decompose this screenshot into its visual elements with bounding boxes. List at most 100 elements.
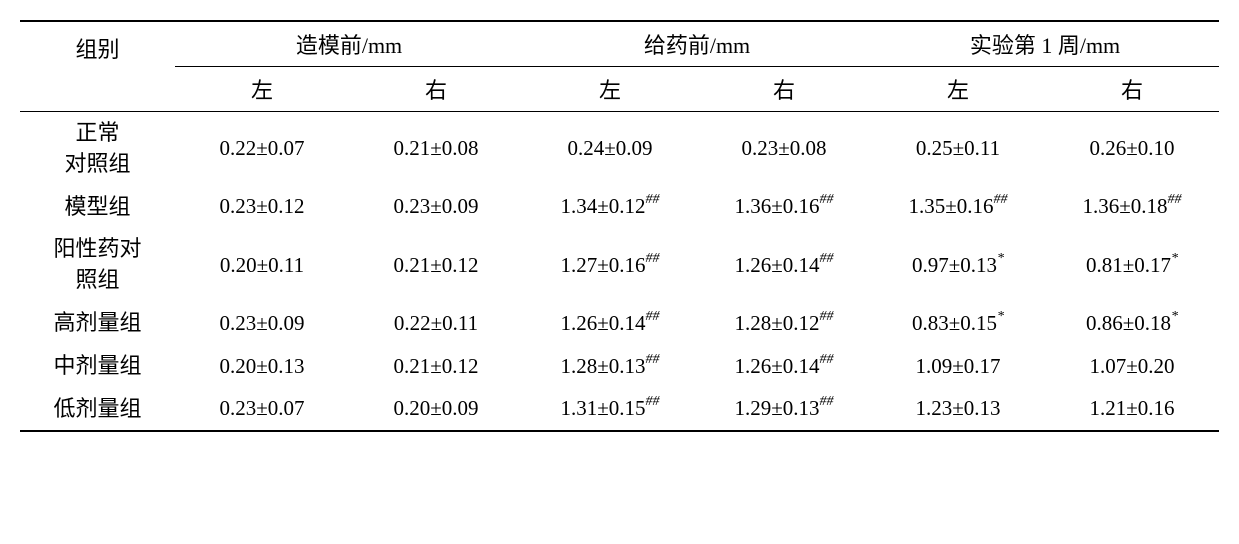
cell-value: 1.36±0.18 — [1082, 194, 1167, 218]
table-row: 高剂量组0.23±0.090.22±0.111.26±0.14##1.28±0.… — [20, 302, 1219, 345]
group-label: 中剂量组 — [20, 345, 175, 388]
cell-value: 0.21±0.12 — [393, 253, 478, 277]
cell-value: 1.09±0.17 — [915, 354, 1000, 378]
cell-value: 1.23±0.13 — [915, 396, 1000, 420]
cell-value: 1.26±0.14 — [560, 311, 645, 335]
data-table: 组别 造模前/mm 给药前/mm 实验第 1 周/mm 左 右 左 右 左 右 … — [20, 20, 1219, 432]
data-cell: 0.23±0.09 — [175, 302, 349, 345]
cell-superscript: ## — [646, 352, 660, 367]
header-period-1: 给药前/mm — [523, 21, 871, 67]
cell-superscript: * — [997, 309, 1004, 324]
data-cell: 1.36±0.18## — [1045, 186, 1219, 229]
cell-value: 1.26±0.14 — [734, 354, 819, 378]
table-header: 组别 造模前/mm 给药前/mm 实验第 1 周/mm 左 右 左 右 左 右 — [20, 21, 1219, 112]
cell-value: 1.21±0.16 — [1089, 396, 1174, 420]
cell-value: 1.26±0.14 — [734, 253, 819, 277]
header-right-0: 右 — [349, 67, 523, 112]
table-row: 模型组0.23±0.120.23±0.091.34±0.12##1.36±0.1… — [20, 186, 1219, 229]
data-cell: 1.34±0.12## — [523, 186, 697, 229]
data-cell: 1.29±0.13## — [697, 388, 871, 432]
cell-superscript: ## — [646, 251, 660, 266]
cell-value: 0.22±0.07 — [219, 136, 304, 160]
data-cell: 0.23±0.07 — [175, 388, 349, 432]
data-cell: 0.23±0.09 — [349, 186, 523, 229]
data-cell: 0.21±0.08 — [349, 112, 523, 186]
cell-value: 0.21±0.12 — [393, 354, 478, 378]
cell-value: 0.21±0.08 — [393, 136, 478, 160]
data-cell: 0.20±0.13 — [175, 345, 349, 388]
data-cell: 1.28±0.12## — [697, 302, 871, 345]
cell-superscript: ## — [820, 309, 834, 324]
cell-value: 0.25±0.11 — [916, 136, 1000, 160]
data-cell: 1.26±0.14## — [523, 302, 697, 345]
cell-value: 0.23±0.12 — [219, 194, 304, 218]
data-cell: 1.27±0.16## — [523, 228, 697, 302]
cell-value: 1.07±0.20 — [1089, 354, 1174, 378]
data-cell: 1.07±0.20 — [1045, 345, 1219, 388]
table-row: 低剂量组0.23±0.070.20±0.091.31±0.15##1.29±0.… — [20, 388, 1219, 432]
cell-value: 0.24±0.09 — [567, 136, 652, 160]
header-left-1: 左 — [523, 67, 697, 112]
data-cell: 0.23±0.12 — [175, 186, 349, 229]
group-label: 高剂量组 — [20, 302, 175, 345]
cell-value: 0.86±0.18 — [1086, 311, 1171, 335]
cell-superscript: ## — [820, 192, 834, 207]
cell-value: 0.23±0.08 — [741, 136, 826, 160]
cell-value: 0.23±0.09 — [393, 194, 478, 218]
data-cell: 1.36±0.16## — [697, 186, 871, 229]
data-cell: 0.22±0.07 — [175, 112, 349, 186]
cell-value: 1.28±0.13 — [560, 354, 645, 378]
data-cell: 0.23±0.08 — [697, 112, 871, 186]
data-cell: 1.09±0.17 — [871, 345, 1045, 388]
data-cell: 1.35±0.16## — [871, 186, 1045, 229]
data-cell: 0.83±0.15* — [871, 302, 1045, 345]
cell-value: 1.29±0.13 — [734, 396, 819, 420]
cell-superscript: ## — [820, 251, 834, 266]
cell-value: 1.27±0.16 — [560, 253, 645, 277]
cell-value: 0.23±0.07 — [219, 396, 304, 420]
cell-value: 1.31±0.15 — [560, 396, 645, 420]
data-cell: 1.23±0.13 — [871, 388, 1045, 432]
data-cell: 0.97±0.13* — [871, 228, 1045, 302]
header-left-2: 左 — [871, 67, 1045, 112]
cell-superscript: * — [1171, 251, 1178, 266]
group-label: 低剂量组 — [20, 388, 175, 432]
data-cell: 1.28±0.13## — [523, 345, 697, 388]
data-cell: 1.31±0.15## — [523, 388, 697, 432]
cell-superscript: * — [997, 251, 1004, 266]
data-cell: 0.25±0.11 — [871, 112, 1045, 186]
cell-value: 0.97±0.13 — [912, 253, 997, 277]
cell-value: 0.20±0.11 — [220, 253, 304, 277]
group-label: 正常对照组 — [20, 112, 175, 186]
cell-value: 0.23±0.09 — [219, 311, 304, 335]
table-row: 阳性药对照组0.20±0.110.21±0.121.27±0.16##1.26±… — [20, 228, 1219, 302]
table-body: 正常对照组 0.22±0.07 0.21±0.08 0.24±0.09 0.23±0.0… — [20, 112, 1219, 432]
cell-superscript: ## — [646, 394, 660, 409]
cell-superscript: ## — [820, 394, 834, 409]
data-cell: 0.81±0.17* — [1045, 228, 1219, 302]
data-cell: 0.20±0.09 — [349, 388, 523, 432]
cell-superscript: ## — [646, 309, 660, 324]
cell-superscript: * — [1171, 309, 1178, 324]
group-label: 模型组 — [20, 186, 175, 229]
cell-superscript: ## — [646, 192, 660, 207]
header-left-0: 左 — [175, 67, 349, 112]
header-right-1: 右 — [697, 67, 871, 112]
data-cell: 0.21±0.12 — [349, 228, 523, 302]
data-cell: 1.21±0.16 — [1045, 388, 1219, 432]
header-period-2: 实验第 1 周/mm — [871, 21, 1219, 67]
cell-value: 0.26±0.10 — [1089, 136, 1174, 160]
cell-value: 1.35±0.16 — [908, 194, 993, 218]
cell-value: 0.22±0.11 — [394, 311, 478, 335]
header-group: 组别 — [20, 21, 175, 112]
cell-superscript: ## — [820, 352, 834, 367]
cell-value: 1.34±0.12 — [560, 194, 645, 218]
header-period-0: 造模前/mm — [175, 21, 523, 67]
table-row: 中剂量组0.20±0.130.21±0.121.28±0.13##1.26±0.… — [20, 345, 1219, 388]
cell-superscript: ## — [1168, 192, 1182, 207]
cell-value: 0.20±0.09 — [393, 396, 478, 420]
data-cell: 1.26±0.14## — [697, 345, 871, 388]
cell-value: 0.20±0.13 — [219, 354, 304, 378]
cell-value: 1.36±0.16 — [734, 194, 819, 218]
data-cell: 1.26±0.14## — [697, 228, 871, 302]
